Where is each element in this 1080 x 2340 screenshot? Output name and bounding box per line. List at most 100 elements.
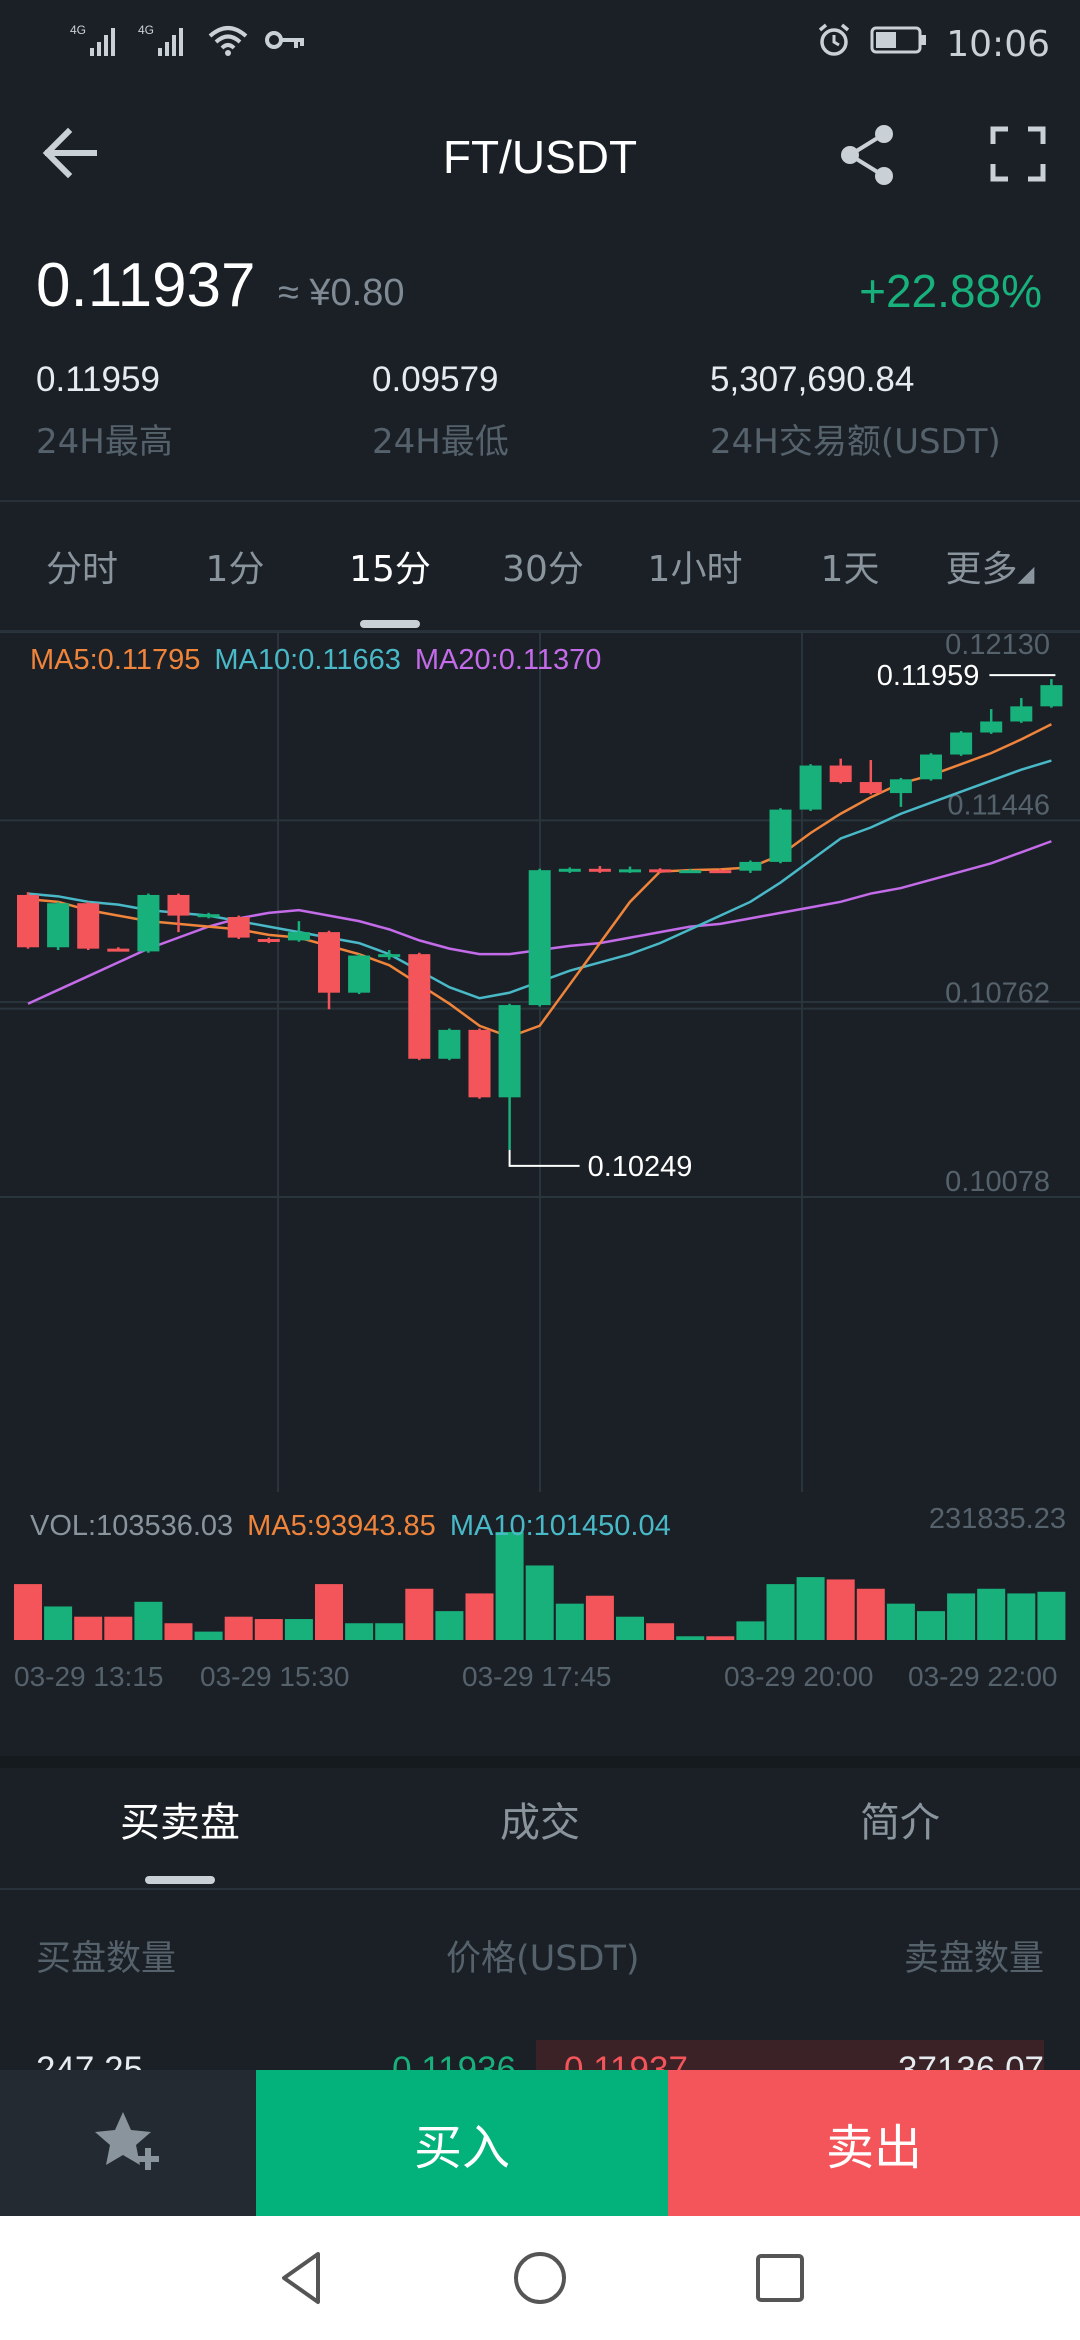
stat-value: 5,307,690.84: [710, 360, 915, 399]
x-tick-label: 03-29 17:45: [462, 1661, 611, 1692]
tab-intro[interactable]: 简介: [860, 1800, 940, 1846]
nav-back-button[interactable]: [270, 2246, 334, 2310]
x-tick-label: 03-29 22:00: [908, 1661, 1057, 1692]
share-icon: [841, 125, 893, 185]
volume-bar: [917, 1611, 945, 1640]
volume-bar: [736, 1621, 765, 1640]
volume-bar: [44, 1606, 73, 1640]
candle-body: [348, 955, 371, 993]
kline-chart[interactable]: 0.12130 0.11446 0.10762 0.10078 0.11959 0.102…: [0, 629, 1080, 1712]
volume-bar: [977, 1588, 1006, 1640]
volume-bar: [886, 1603, 915, 1640]
period-tab-timeline[interactable]: 分时: [45, 549, 118, 590]
buy-button[interactable]: 买入: [256, 2070, 668, 2216]
bid-qty-header: 买盘数量: [36, 1939, 177, 1979]
fullscreen-icon: [990, 126, 1046, 182]
change-percent: +22.88%: [859, 265, 1042, 317]
y-tick-label: 0.12130: [945, 632, 1050, 661]
key-icon: [264, 22, 308, 62]
divider: [0, 500, 1080, 502]
candle-body: [980, 721, 1003, 733]
volume-bar: [74, 1616, 103, 1640]
x-tick-label: 03-29 15:30: [200, 1661, 349, 1692]
fullscreen-button[interactable]: [990, 126, 1046, 182]
stat-label: 24H交易额(USDT): [710, 422, 1001, 462]
volume-bar: [405, 1588, 434, 1640]
back-button[interactable]: [36, 118, 106, 188]
candle-body: [920, 754, 942, 780]
share-button[interactable]: [836, 122, 902, 188]
signal-icon-2: 4G: [138, 22, 192, 62]
stat-volume: 5,307,690.84 24H交易额(USDT): [710, 360, 1001, 463]
sell-button[interactable]: 卖出: [668, 2070, 1080, 2216]
volume-bar: [616, 1616, 644, 1640]
action-bar: 买入 卖出: [0, 2070, 1080, 2216]
period-tab-15m[interactable]: 15分: [349, 549, 431, 590]
kline-svg: 0.12130 0.11446 0.10762 0.10078 0.11959 0.102…: [0, 629, 1080, 1692]
volume-bar: [164, 1623, 193, 1640]
volume-bar: [555, 1603, 584, 1640]
ma5-legend: MA5:0.11795: [30, 644, 201, 676]
ma10-legend: MA10:0.11663: [214, 644, 401, 676]
volume-bar: [284, 1619, 313, 1640]
period-tab-1m[interactable]: 1分: [205, 549, 265, 590]
period-tab-30m[interactable]: 30分: [502, 549, 584, 590]
candle-body: [197, 914, 220, 918]
candle-body: [498, 1005, 521, 1098]
candle-body: [107, 948, 130, 952]
nav-recents-button[interactable]: [748, 2246, 812, 2310]
period-tab-1d[interactable]: 1天: [820, 549, 880, 590]
stat-high: 0.11959 24H最高: [36, 360, 173, 463]
svg-text:4G: 4G: [138, 23, 154, 37]
max-price-label: 0.11959: [877, 660, 980, 692]
volume-bar: [14, 1584, 42, 1640]
triangle-down-icon: ◢: [1017, 562, 1035, 587]
vol-legend: VOL:103536.03: [30, 1510, 234, 1542]
period-tab-more[interactable]: 更多◢: [930, 540, 1050, 592]
stat-label: 24H最低: [372, 422, 509, 462]
period-indicator: [360, 620, 420, 628]
circle-home-icon: [514, 2252, 566, 2304]
volume-bar: [104, 1616, 133, 1640]
favorite-button[interactable]: [0, 2070, 256, 2216]
period-tabs: 分时 1分 15分 30分 1小时 1天 更多◢: [0, 500, 1080, 630]
candle-body: [859, 782, 882, 794]
stat-value: 0.11959: [36, 360, 160, 399]
candle-body: [739, 861, 762, 871]
price-header: 价格(USDT): [446, 1939, 640, 1979]
y-tick-label: 0.10078: [945, 1166, 1050, 1198]
section-gap: [0, 1756, 1080, 1768]
divider: [0, 630, 1080, 632]
candle-body: [889, 779, 912, 794]
volume-bar: [706, 1636, 735, 1640]
volume-bar: [796, 1577, 825, 1640]
stat-value: 0.09579: [372, 360, 499, 399]
candle-body: [257, 939, 280, 943]
status-bar: 4G 4G: [0, 0, 1080, 90]
tab-order-book[interactable]: 买卖盘: [120, 1800, 240, 1846]
candle-body: [528, 870, 551, 1006]
ask-qty-header: 卖盘数量: [903, 1939, 1044, 1979]
nav-home-button[interactable]: [508, 2246, 572, 2310]
candle-body: [588, 868, 611, 872]
period-tab-1h[interactable]: 1小时: [647, 549, 743, 590]
volume-bar: [525, 1565, 554, 1640]
vol-ma10-legend: MA10:101450.04: [449, 1510, 671, 1542]
system-nav-bar: [0, 2216, 1080, 2340]
volume-legend: VOL:103536.03 MA5:93943.85 MA10:101450.0…: [30, 1510, 671, 1543]
volume-bar: [134, 1601, 163, 1640]
volume-bar: [1037, 1591, 1066, 1640]
triangle-back-icon: [282, 2252, 320, 2304]
candle-body: [47, 903, 70, 948]
cny-price: ≈ ¥0.80: [278, 272, 405, 314]
volume-bar: [766, 1584, 795, 1640]
candle-body: [408, 954, 431, 1059]
candle-body: [378, 954, 401, 958]
volume-bar: [345, 1623, 374, 1640]
tab-trades[interactable]: 成交: [500, 1800, 580, 1846]
volume-bar: [676, 1636, 705, 1640]
candle-body: [679, 870, 702, 874]
volume-bar: [375, 1623, 404, 1640]
candle-body: [950, 732, 973, 755]
stat-low: 0.09579 24H最低: [372, 360, 509, 463]
